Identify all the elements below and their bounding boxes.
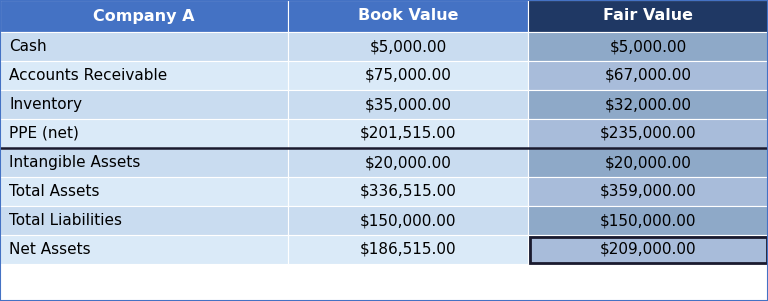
Bar [528,32,768,61]
Text: Intangible Assets: Intangible Assets [9,155,141,170]
Bar [288,235,528,264]
Bar [528,0,768,32]
Bar [288,90,528,119]
Bar [288,61,528,90]
Text: Fair Value: Fair Value [603,8,693,23]
Text: $209,000.00: $209,000.00 [600,242,697,257]
Bar [0,148,288,177]
Bar [528,177,768,206]
Text: Company A: Company A [93,8,195,23]
Text: $5,000.00: $5,000.00 [609,39,687,54]
Bar [0,61,288,90]
Text: Book Value: Book Value [358,8,458,23]
Bar [529,237,766,262]
Text: PPE (net): PPE (net) [9,126,79,141]
Bar [0,32,288,61]
Text: $359,000.00: $359,000.00 [600,184,697,199]
Text: $5,000.00: $5,000.00 [369,39,447,54]
Text: $150,000.00: $150,000.00 [600,213,697,228]
Bar [0,235,288,264]
Text: Net Assets: Net Assets [9,242,91,257]
Text: $235,000.00: $235,000.00 [600,126,697,141]
Text: $336,515.00: $336,515.00 [359,184,456,199]
Bar [528,61,768,90]
Bar [0,119,288,148]
Text: Inventory: Inventory [9,97,82,112]
Text: Total Assets: Total Assets [9,184,100,199]
Bar [528,206,768,235]
Text: $150,000.00: $150,000.00 [359,213,456,228]
Bar [0,90,288,119]
Text: Cash: Cash [9,39,47,54]
Bar [288,119,528,148]
Bar [0,206,288,235]
Text: $75,000.00: $75,000.00 [365,68,452,83]
Text: $35,000.00: $35,000.00 [365,97,452,112]
Bar [528,235,768,264]
Text: $201,515.00: $201,515.00 [359,126,456,141]
Text: $20,000.00: $20,000.00 [365,155,452,170]
Bar [288,177,528,206]
Bar [288,206,528,235]
Bar [528,148,768,177]
Bar [288,0,528,32]
Bar [288,32,528,61]
Bar [528,119,768,148]
Bar [528,90,768,119]
Bar [0,0,288,32]
Text: $186,515.00: $186,515.00 [359,242,456,257]
Text: Total Liabilities: Total Liabilities [9,213,122,228]
Text: $32,000.00: $32,000.00 [604,97,691,112]
Bar [288,148,528,177]
Text: $20,000.00: $20,000.00 [604,155,691,170]
Text: Accounts Receivable: Accounts Receivable [9,68,167,83]
Bar [0,177,288,206]
Text: $67,000.00: $67,000.00 [604,68,691,83]
